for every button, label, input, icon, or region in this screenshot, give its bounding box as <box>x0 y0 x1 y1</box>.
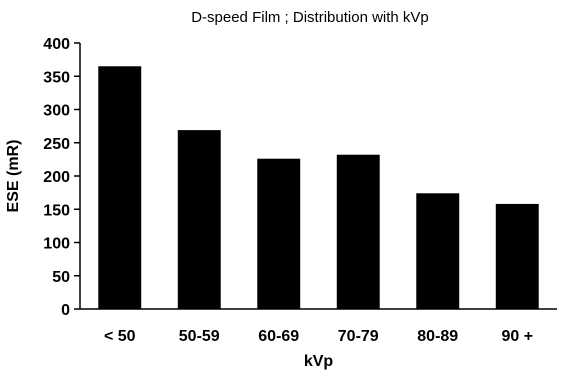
bar <box>257 158 301 309</box>
bar <box>495 203 539 309</box>
bar <box>177 130 221 309</box>
y-tick-label: 250 <box>43 136 70 153</box>
bars <box>98 66 539 310</box>
y-axis-ticks: 0 50 100 150 200 250 300 350 400 <box>43 36 80 319</box>
x-tick-label: 80-89 <box>417 328 458 345</box>
y-axis-label: ESE (mR) <box>5 140 22 213</box>
bar <box>416 193 460 309</box>
x-axis-label: kVp <box>304 353 334 370</box>
x-tick-label: 90 + <box>501 328 533 345</box>
bar <box>336 154 380 309</box>
x-tick-label: 70-79 <box>338 328 379 345</box>
y-tick-label: 200 <box>43 169 70 186</box>
x-tick-label: < 50 <box>104 328 136 345</box>
x-tick-label: 50-59 <box>179 328 220 345</box>
y-tick-label: 350 <box>43 69 70 86</box>
x-tick-label: 60-69 <box>258 328 299 345</box>
chart-title: D-speed Film ; Distribution with kVp <box>191 9 429 26</box>
y-tick-label: 0 <box>61 302 70 319</box>
y-tick-label: 100 <box>43 236 70 253</box>
y-tick-label: 400 <box>43 36 70 53</box>
y-tick-label: 150 <box>43 202 70 219</box>
y-tick-label: 50 <box>52 269 70 286</box>
x-axis-ticks: < 50 50-59 60-69 70-79 80-89 90 + <box>104 328 533 345</box>
bar <box>98 66 142 310</box>
y-tick-label: 300 <box>43 103 70 120</box>
